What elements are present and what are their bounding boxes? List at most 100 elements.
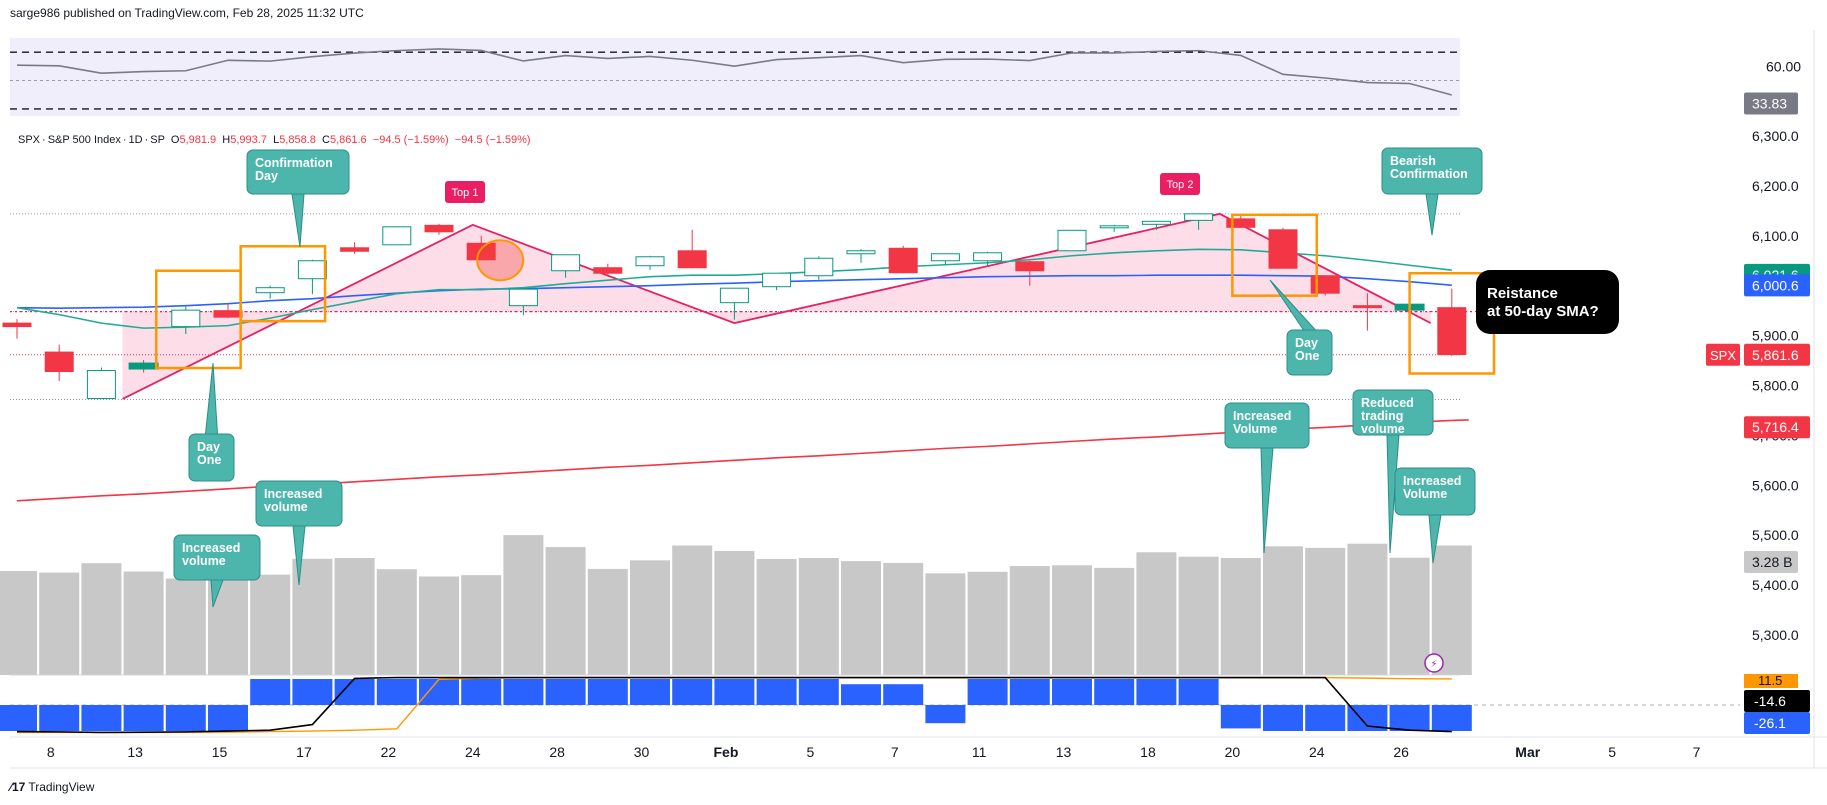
candle-marker [128,362,159,370]
volume-bar [545,547,586,675]
callout-day-one-right: Day One [1295,336,1319,363]
callout-increased-volume-4-box [1394,467,1476,516]
callout-bearish-confirmation-box [1381,147,1483,195]
sentiment-bar [1094,679,1135,705]
candle-body [44,351,74,373]
volume-bar [630,560,670,675]
sentiment-bar [1389,705,1430,731]
sentiment-bar [461,679,502,705]
sentiment-bar [883,684,924,705]
callout-confirmation-day-pointer [291,193,305,248]
time-axis-tick: 24 [465,744,481,760]
volume-bar [123,571,164,675]
legend-exchange: SP [150,134,165,146]
sentiment-bar [1009,679,1050,705]
price-badge [1744,416,1810,439]
candle-body [466,242,496,261]
time-axis-tick: 30 [634,744,650,760]
volume-bar [503,535,544,675]
candle-body [762,272,792,288]
sentiment-bar [798,679,839,705]
time-axis-tick: 7 [1693,744,1701,760]
sentiment-bar [39,705,80,731]
sentiment-bar [925,705,966,724]
candle-body [1352,305,1382,309]
price-axis-tick: 6,100.0 [1752,228,1799,244]
time-axis-tick: 26 [1393,744,1409,760]
price-axis-tick: 5,500.0 [1752,527,1799,543]
time-axis-tick: 15 [212,744,228,760]
sentiment-bar [208,705,248,731]
sentiment-bar [1431,705,1472,731]
candle-body [930,253,960,262]
time-axis-tick: 7 [891,744,899,760]
volume-bar [1347,543,1388,675]
callout-increased-volume-4: Increased Volume [1403,474,1461,501]
symbol-tag: SPX [1710,348,1736,363]
price-badge [1744,274,1810,297]
callout-increased-volume-2-box [255,480,343,527]
volume-bar [1431,545,1472,675]
candle-body [888,247,918,274]
time-axis-tick: Feb [714,744,739,760]
time-axis-tick: 22 [381,744,397,760]
candle-body [171,309,201,328]
sentiment-bar [334,679,375,705]
sentiment-bar [545,679,586,705]
time-axis-tick: 5 [806,744,814,760]
sentiment-bar [967,679,1008,705]
candle-body [1015,261,1045,272]
volume-bar [0,571,37,675]
callout-increased-volume-1-box [173,534,261,581]
volume-bar [461,575,502,675]
candle-body [1141,220,1171,225]
callout-day-one-right-box [1286,329,1333,376]
callout-increased-volume-3: Increased Volume [1233,409,1291,436]
volume-bar [419,576,459,675]
price-axis-tick: 6,300.0 [1752,128,1799,144]
confirmation-box [239,245,327,323]
callout-increased-volume-3-pointer [1260,447,1274,554]
time-axis-tick: 20 [1225,744,1241,760]
sentiment-bar [672,679,713,705]
sentiment-bar [1263,705,1303,731]
time-axis-tick: 24 [1309,744,1325,760]
volume-bar [39,572,80,675]
top1-tag-bg [445,181,485,203]
volume-bar [1263,546,1303,675]
ohlc-legend: SPX · S&P 500 Index · 1D · SP O5,981.9 H5,993.… [18,134,531,146]
callout-day-one-left-pointer [204,362,219,435]
sentiment-blue-label: -26.1 [1754,715,1786,731]
candle-body [635,256,665,267]
legend-name: S&P 500 Index [47,134,121,146]
sentiment-bar [81,705,122,731]
sentiment-bar [630,679,670,705]
sentiment-bar [0,705,37,731]
callout-reduced-volume-box [1352,389,1434,436]
volume-bar [1094,567,1135,675]
time-axis-tick: 8 [47,744,55,760]
sentiment-black-badge [1744,690,1810,712]
volume-bar [672,545,713,675]
resistance-label: Reistance at 50-day SMA? [1487,285,1599,320]
sentiment-orange-badge [1744,674,1798,688]
sentiment-bar [841,684,881,705]
candle-body [1226,218,1256,228]
callout-confirmation-day: Confirmation Day [255,156,333,183]
candle-body [677,250,707,269]
legend-open: 5,981.9 [179,134,217,146]
top1-tag: Top 1 [452,187,479,199]
sentiment-orange-label: 11.5 [1758,673,1782,688]
candle-body [1268,229,1298,269]
legend-change: −94.5 (−1.59%) [372,134,449,146]
time-axis-tick: 18 [1140,744,1156,760]
volume-bar [1052,565,1092,675]
rsi-current-badge [1744,92,1798,115]
volume-bar [1009,566,1050,675]
candle-body [2,322,32,328]
symbol-tag-bg [1706,343,1740,366]
day-one-box-right [1231,213,1319,297]
sentiment-bar [1136,679,1177,705]
sentiment-bar [714,679,755,705]
